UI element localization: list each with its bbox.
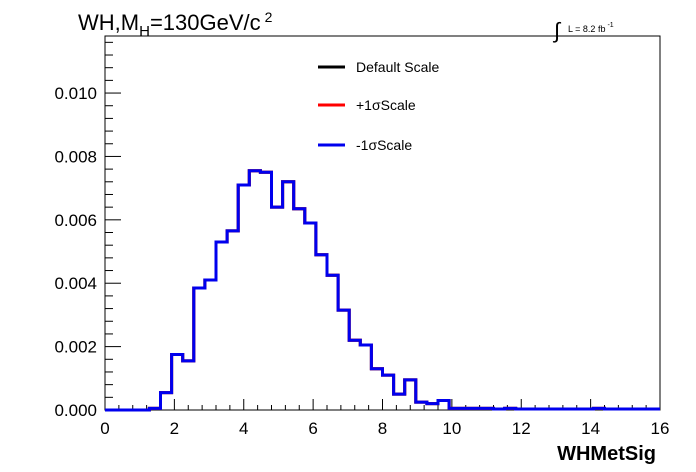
x-tick-label: 16 [651, 419, 670, 438]
y-tick-label: 0.000 [54, 401, 97, 420]
legend: Default Scale +1σScale -1σScale [318, 59, 439, 153]
legend-label: Default Scale [356, 59, 439, 75]
chart-title: WH,MH=130GeV/c 2 [78, 9, 273, 40]
luminosity-label: L = 8.2 fb -1 [568, 22, 614, 34]
x-tick-label: 6 [308, 419, 317, 438]
x-tick-label: 12 [512, 419, 531, 438]
x-axis-title: WHMetSig [557, 443, 656, 465]
y-axis: 0.000 0.002 0.004 0.006 0.008 0.010 [54, 41, 121, 420]
y-tick-label: 0.010 [54, 84, 97, 103]
y-tick-label: 0.008 [54, 147, 97, 166]
y-tick-label: 0.002 [54, 338, 97, 357]
series-line-2 [105, 169, 660, 412]
plot-frame [104, 35, 661, 411]
x-tick-label: 8 [378, 419, 387, 438]
x-tick-label: 4 [239, 419, 248, 438]
x-axis: 0 2 4 6 8 10 12 14 16 [100, 399, 669, 438]
x-tick-label: 14 [581, 419, 600, 438]
x-tick-label: 2 [170, 419, 179, 438]
series-group [105, 169, 660, 412]
x-tick-label: 0 [100, 419, 109, 438]
integral-symbol: ∫ [552, 18, 562, 43]
x-tick-label: 10 [442, 419, 461, 438]
legend-label: -1σScale [356, 137, 412, 153]
y-tick-label: 0.004 [54, 274, 97, 293]
legend-label: +1σScale [356, 97, 416, 113]
y-tick-label: 0.006 [54, 211, 97, 230]
